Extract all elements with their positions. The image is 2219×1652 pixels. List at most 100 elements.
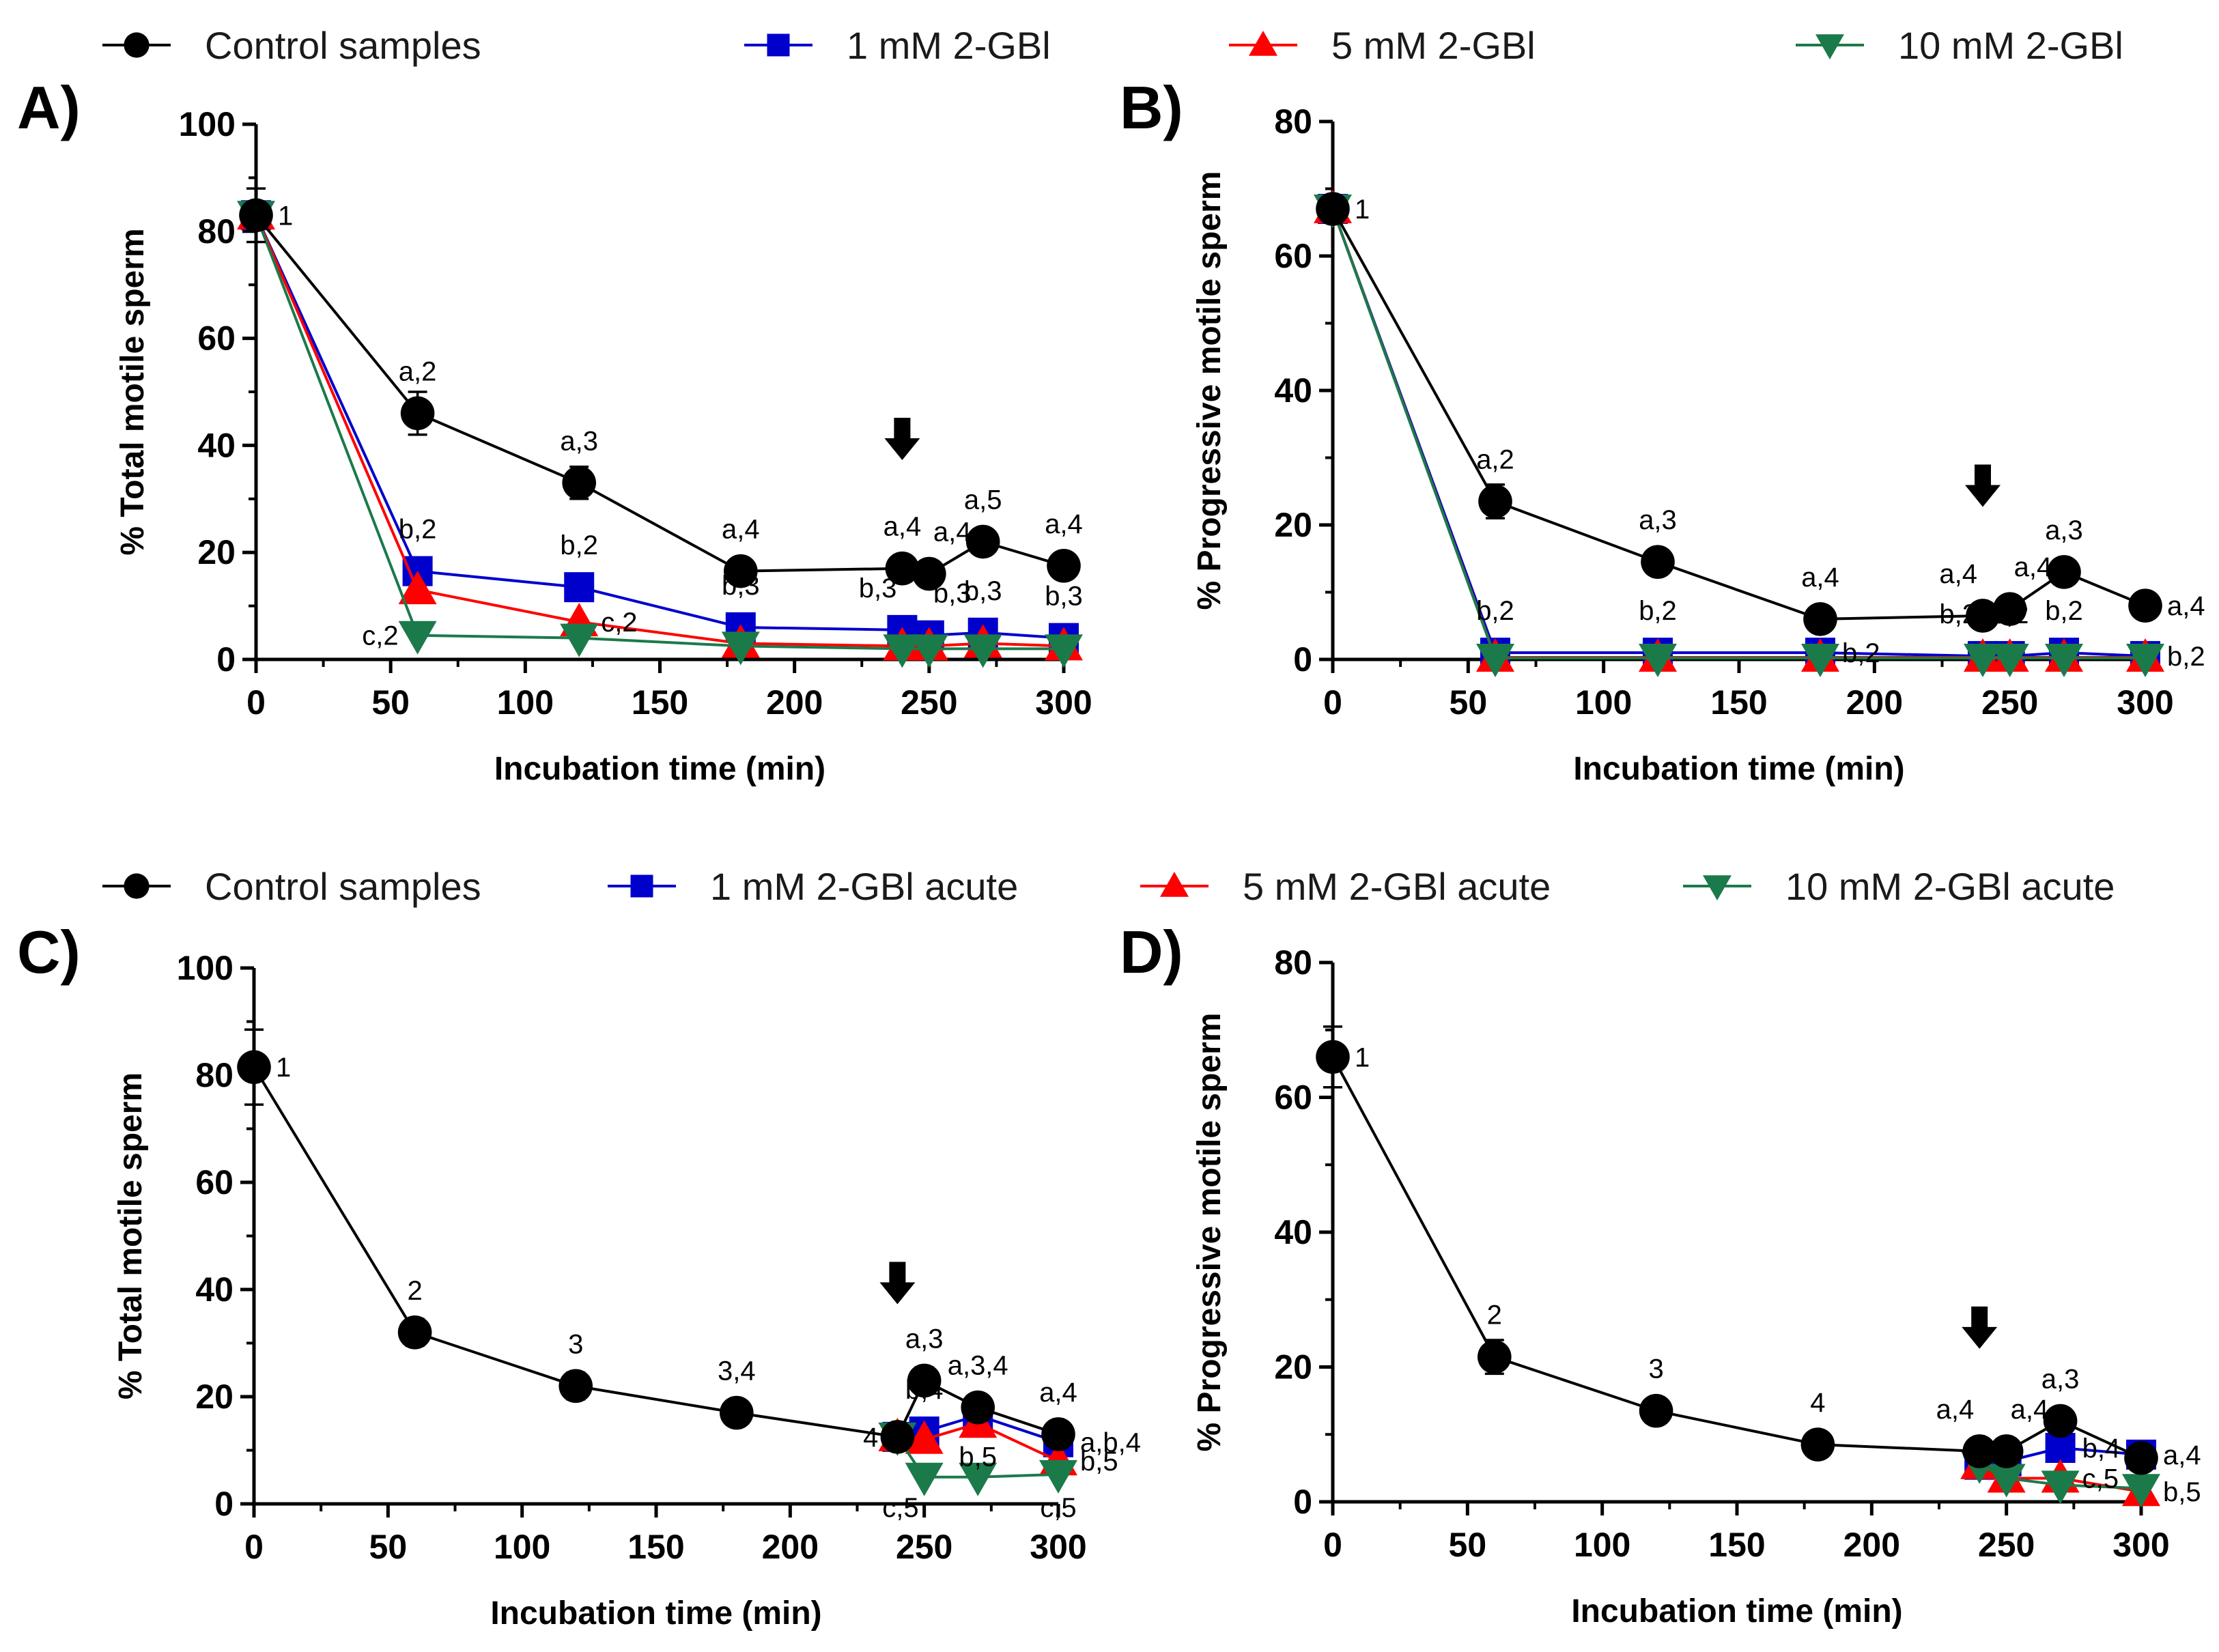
significance-label: a,3,4 bbox=[948, 1351, 1008, 1381]
data-point bbox=[1045, 634, 1083, 668]
legend-item: 10 mM 2-GBl bbox=[1796, 24, 2123, 67]
legend-marker bbox=[1703, 875, 1732, 900]
data-point bbox=[1964, 644, 2002, 678]
data-point bbox=[724, 554, 758, 588]
y-tick-label: 20 bbox=[195, 1378, 234, 1416]
x-tick-label: 300 bbox=[1030, 1528, 1086, 1566]
data-point bbox=[237, 1050, 271, 1085]
x-tick-label: 250 bbox=[1978, 1526, 2035, 1564]
y-tick-label: 80 bbox=[1274, 102, 1312, 141]
legend-item: Control samples bbox=[102, 24, 481, 67]
series bbox=[1314, 190, 2164, 672]
x-tick-label: 150 bbox=[632, 683, 688, 722]
x-tick-label: 150 bbox=[1710, 683, 1767, 722]
significance-label: b,3 bbox=[933, 579, 972, 609]
data-point bbox=[564, 572, 595, 603]
legend-item: Control samples bbox=[102, 865, 481, 908]
significance-label: b,3 bbox=[859, 573, 897, 603]
significance-label: c,2 bbox=[362, 621, 398, 651]
legend-marker bbox=[124, 32, 150, 58]
data-point bbox=[961, 1390, 995, 1425]
data-point bbox=[1990, 644, 2029, 678]
significance-label: b,4 bbox=[905, 1375, 944, 1405]
significance-label: b,3 bbox=[964, 576, 1002, 606]
data-point bbox=[1316, 192, 1350, 226]
significance-label: 4 bbox=[863, 1423, 878, 1453]
panel-a: A) 0 20 40 60 80 100 0 50 100 150 200 250 300 Incubati… bbox=[17, 74, 1092, 787]
series bbox=[1314, 195, 2164, 678]
x-tick-label: 50 bbox=[1449, 1526, 1487, 1564]
significance-label: 3 bbox=[1648, 1354, 1663, 1384]
x-tick-label: 200 bbox=[762, 1528, 819, 1566]
data-point bbox=[880, 1420, 915, 1454]
data-point bbox=[2124, 1441, 2158, 1475]
data-point bbox=[1989, 1434, 2024, 1468]
significance-label: b,5 bbox=[1080, 1447, 1118, 1477]
series bbox=[1316, 1025, 2158, 1475]
x-tick-label: 200 bbox=[1846, 683, 1903, 722]
significance-label: a,3 bbox=[1639, 505, 1677, 535]
significance-label: a,b,4 bbox=[1080, 1428, 1141, 1458]
data-point bbox=[1476, 644, 1514, 678]
legend-marker bbox=[630, 874, 653, 898]
legend-item: 10 mM 2-GBl acute bbox=[1683, 865, 2115, 908]
x-tick-label: 250 bbox=[1981, 683, 2038, 722]
significance-label: c,2 bbox=[601, 608, 637, 638]
y-tick-label: 60 bbox=[1274, 1079, 1312, 1117]
treatment-arrow bbox=[879, 1262, 916, 1305]
legend-marker bbox=[124, 873, 150, 899]
significance-label: a,4 bbox=[1045, 509, 1083, 539]
panel-d: D) 0 20 40 60 80 0 50 100 150 200 250 300 Incubation … bbox=[1120, 918, 2201, 1629]
treatment-arrow bbox=[1965, 464, 2001, 507]
x-tick-label: 50 bbox=[1450, 683, 1488, 722]
significance-label: 3,4 bbox=[718, 1356, 756, 1386]
data-point bbox=[1992, 592, 2027, 626]
data-point bbox=[562, 466, 596, 500]
data-point bbox=[1800, 1427, 1835, 1462]
data-point bbox=[1478, 484, 1512, 519]
data-point bbox=[1641, 545, 1675, 579]
y-tick-label: 100 bbox=[177, 949, 234, 987]
y-tick-label: 40 bbox=[195, 1270, 234, 1309]
significance-label: 1 bbox=[1355, 195, 1370, 225]
significance-label: b,2 bbox=[560, 530, 598, 560]
x-axis-title: Incubation time (min) bbox=[490, 1595, 821, 1632]
significance-label: b,2 bbox=[399, 515, 437, 545]
legend-label: 10 mM 2-GBl bbox=[1898, 24, 2123, 67]
data-point bbox=[965, 524, 1000, 559]
y-tick-label: 20 bbox=[1274, 506, 1312, 544]
panel-letter: C) bbox=[17, 918, 81, 986]
x-tick-label: 250 bbox=[901, 683, 957, 722]
y-tick-label: 0 bbox=[1293, 640, 1312, 679]
significance-label: 2 bbox=[1487, 1300, 1502, 1330]
significance-label: b,2 bbox=[2167, 642, 2205, 672]
x-axis-title: Incubation time (min) bbox=[494, 751, 825, 787]
data-point bbox=[1316, 1040, 1350, 1074]
significance-label: 2 bbox=[407, 1276, 422, 1306]
data-point bbox=[1966, 599, 2000, 633]
significance-label: a,3 bbox=[2041, 1365, 2080, 1395]
data-point bbox=[912, 556, 946, 591]
data-point bbox=[239, 198, 273, 233]
y-axis-title: % Progressive motile sperm bbox=[1191, 1013, 1228, 1452]
significance-label: b,2 bbox=[1842, 638, 1880, 668]
significance-label: b,3 bbox=[1045, 582, 1083, 612]
significance-label: b,2 bbox=[1991, 599, 2029, 629]
significance-label: a,4 bbox=[1939, 559, 1977, 589]
legend-label: 10 mM 2-GBl acute bbox=[1785, 865, 2115, 908]
data-point bbox=[2128, 588, 2162, 623]
data-point bbox=[905, 1420, 944, 1454]
data-point bbox=[2126, 644, 2164, 678]
data-point bbox=[2043, 1404, 2078, 1438]
y-tick-label: 20 bbox=[197, 533, 236, 571]
legend-item: 1 mM 2-GBl bbox=[744, 24, 1051, 67]
data-point bbox=[1478, 1339, 1512, 1374]
legend-label: 1 mM 2-GBl acute bbox=[710, 865, 1018, 908]
data-point bbox=[720, 1395, 754, 1430]
x-tick-label: 0 bbox=[1323, 1526, 1342, 1564]
significance-label: a,4 bbox=[1801, 562, 1839, 593]
x-tick-label: 200 bbox=[766, 683, 823, 722]
data-point bbox=[1801, 644, 1839, 678]
x-tick-label: 100 bbox=[497, 683, 554, 722]
